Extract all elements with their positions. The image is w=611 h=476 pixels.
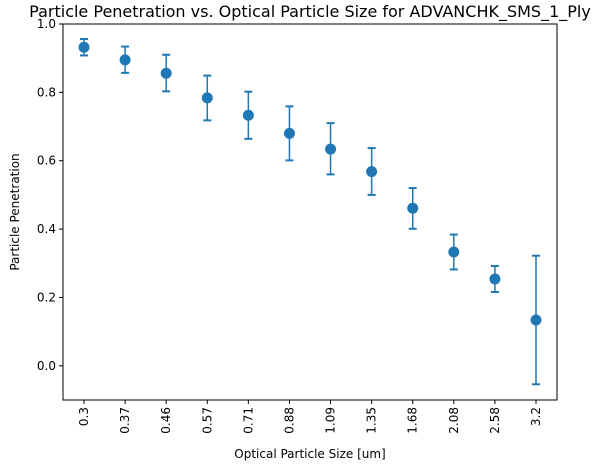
x-ticks: 0.3 0.37 0.46 0.57 0.71 0.88 1.09 1.35 1.68 2.08 2… (77, 400, 543, 434)
x-tick-label: 0.3 (77, 407, 91, 426)
data-point (407, 202, 419, 214)
y-tick-label: 0.6 (37, 154, 56, 168)
data-point (201, 92, 213, 104)
x-tick-label: 2.58 (488, 407, 502, 434)
x-axis-label: Optical Particle Size [um] (234, 447, 385, 461)
data-point (325, 143, 337, 155)
y-tick-label: 0.2 (37, 290, 56, 304)
x-tick-label: 1.35 (365, 407, 379, 434)
x-tick-label: 1.68 (406, 407, 420, 434)
x-tick-label: 0.71 (241, 407, 255, 434)
y-ticks: 0.0 0.2 0.4 0.6 0.8 1.0 (37, 17, 63, 373)
x-tick-label: 0.88 (282, 407, 296, 434)
x-tick-label: 0.37 (118, 407, 132, 434)
data-point (160, 67, 172, 79)
x-tick-label: 0.57 (200, 407, 214, 434)
data-point (489, 273, 501, 285)
y-tick-label: 0.0 (37, 359, 56, 373)
x-tick-label: 1.09 (324, 407, 338, 434)
plot-background (63, 24, 557, 400)
data-point (283, 127, 295, 139)
series-layer (78, 38, 542, 386)
data-point (530, 314, 542, 326)
data-point (242, 109, 254, 121)
x-tick-label: 3.2 (529, 407, 543, 426)
x-tick-label: 0.46 (159, 407, 173, 434)
y-tick-label: 1.0 (37, 17, 56, 31)
y-tick-label: 0.4 (37, 222, 56, 236)
data-point (448, 246, 460, 258)
data-point (366, 166, 378, 178)
y-tick-label: 0.8 (37, 85, 56, 99)
chart-title: Particle Penetration vs. Optical Particl… (29, 2, 591, 22)
data-point (119, 54, 131, 66)
data-point (78, 41, 90, 53)
plot-frame (62, 23, 558, 401)
x-tick-label: 2.08 (447, 407, 461, 434)
y-axis-label: Particle Penetration (8, 153, 22, 270)
